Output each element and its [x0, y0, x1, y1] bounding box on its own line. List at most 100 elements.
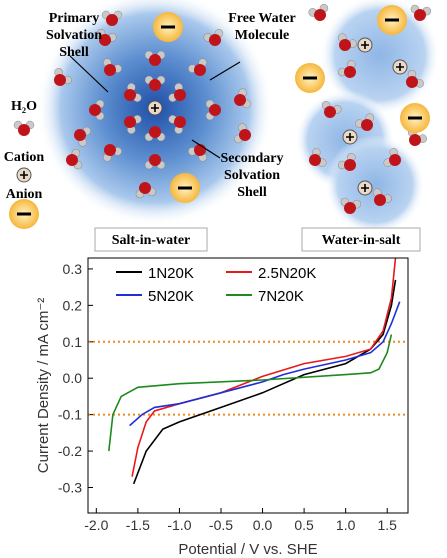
water-molecule [337, 153, 356, 171]
x-tick-label: 1.5 [377, 517, 397, 533]
water-molecule [54, 68, 73, 86]
secondary-label: Secondary Solvation Shell [221, 151, 284, 200]
plot-lines [108, 258, 401, 485]
oxygen [374, 194, 386, 206]
water-molecule [205, 99, 221, 121]
y-tick-label: 0.1 [63, 334, 83, 350]
water-molecule [410, 4, 432, 21]
water-molecule [144, 75, 166, 91]
cation-sign [20, 171, 28, 179]
oxygen [344, 66, 356, 78]
y-tick-label: 0.2 [63, 297, 83, 313]
oxygen [324, 106, 336, 118]
oxygen [414, 9, 426, 21]
oxygen [54, 74, 66, 86]
panel-box [301, 227, 421, 252]
water-molecule [101, 10, 123, 26]
legend-label: 2.5N20K [258, 265, 316, 282]
water-molecule [188, 58, 207, 76]
panel-box [94, 227, 208, 252]
oxygen [389, 154, 401, 166]
oxygen [339, 39, 351, 51]
water-molecule [74, 126, 92, 147]
water-molecule [124, 115, 142, 134]
cation-sign [361, 41, 369, 49]
x-tick-label: 0.0 [253, 517, 273, 533]
water-molecule [355, 113, 374, 131]
oxygen [406, 76, 418, 88]
x-tick-label: 0.5 [294, 517, 314, 533]
chart: -2.0 -1.5 -1.0 -0.5 0.0 0.5 1.0 1.5 -0.3 -0.2 -0.1… [35, 257, 409, 558]
water-molecule [383, 148, 401, 167]
x-tick-label: -2.0 [84, 517, 108, 533]
series-line [108, 334, 393, 452]
oxygen [149, 154, 161, 166]
oxygen [124, 89, 136, 101]
cation-sign [151, 104, 159, 112]
oxygen [344, 202, 356, 214]
water-molecule [135, 182, 157, 199]
oxygen [89, 104, 101, 116]
y-tick-label: 0.3 [63, 261, 83, 277]
oxygen [174, 89, 186, 101]
x-tick-label: -1.5 [126, 517, 150, 533]
legend-label: 7N20K [258, 288, 304, 305]
y-tick-label: 0.0 [63, 370, 83, 386]
water-molecule [340, 197, 362, 214]
water-molecule [103, 58, 122, 76]
water-molecule [89, 99, 105, 121]
series-line [132, 279, 397, 485]
oxygen [139, 182, 151, 194]
y-tick-label: -0.1 [58, 407, 82, 423]
water-molecule [103, 144, 122, 162]
oxygen [149, 54, 161, 66]
water-molecule [406, 69, 424, 88]
water-legend: H₂O [11, 99, 37, 114]
water-molecule [233, 123, 251, 144]
cation-sign [396, 63, 404, 71]
water-molecule [373, 188, 392, 206]
oxygen [149, 126, 161, 138]
oxygen [18, 124, 30, 136]
illustration: Primary Solvation Shell Free Water Molecule… [4, 0, 440, 252]
oxygen [409, 134, 421, 146]
water-molecule [338, 33, 357, 51]
x-tick-label: -0.5 [209, 517, 233, 533]
oxygen [239, 129, 251, 141]
oxygen [194, 64, 206, 76]
oxygen [106, 14, 118, 26]
y-axis-label: Current Density / mA cm⁻² [35, 298, 52, 473]
water-molecule [124, 83, 142, 102]
oxygen [234, 94, 246, 106]
water-molecule [144, 126, 166, 142]
water-molecule [337, 60, 356, 78]
pointer [191, 139, 221, 159]
oxygen [149, 79, 161, 91]
oxygen [209, 104, 221, 116]
oxygen [309, 154, 321, 166]
primary-label: Primary Solvation Shell [46, 11, 102, 60]
water-molecule [144, 50, 166, 66]
plot-frame [87, 257, 409, 514]
pointer [209, 61, 241, 81]
x-tick-label: -1.0 [167, 517, 191, 533]
oxygen [104, 144, 116, 156]
pointer [69, 55, 109, 93]
water-molecule [13, 120, 35, 136]
oxygen [66, 154, 78, 166]
cation-legend: Cation [4, 150, 45, 165]
water-molecule [96, 28, 117, 46]
cluster [325, 135, 425, 235]
anion-legend: Anion [6, 187, 43, 202]
water-molecule [321, 100, 342, 118]
series-line [129, 301, 401, 427]
panel-left: Salt-in-water [112, 233, 191, 248]
water-molecule [144, 154, 166, 170]
x-axis-label: Potential / V vs. SHE [178, 541, 317, 558]
water-molecule [66, 148, 83, 170]
series-line [131, 258, 397, 477]
water-molecule [168, 83, 186, 102]
oxygen [99, 34, 111, 46]
panel-right: Water-in-salt [322, 233, 401, 248]
